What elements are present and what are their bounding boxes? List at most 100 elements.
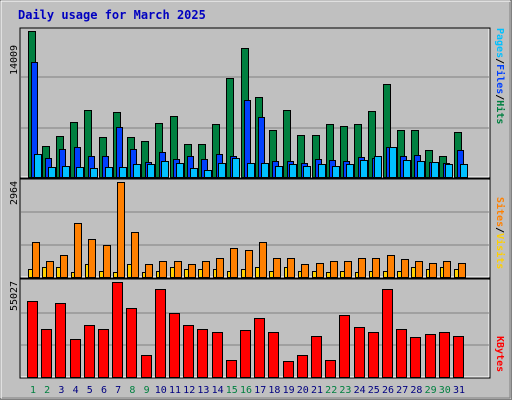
x-tick-label: 6 [101, 385, 107, 396]
pages-bar [303, 166, 311, 178]
sites-bar [415, 261, 423, 278]
x-tick-label: 18 [268, 385, 280, 396]
sites-bar [32, 242, 40, 278]
sites-bar [443, 261, 451, 278]
x-tick-label: 10 [155, 385, 167, 396]
sites-bar [245, 250, 253, 278]
kbytes-bar [425, 334, 436, 378]
kbytes-bar [283, 361, 294, 378]
x-tick-label: 27 [396, 385, 408, 396]
x-tick-label: 25 [368, 385, 380, 396]
sites-bar [358, 258, 366, 278]
kbytes-bar [354, 327, 365, 378]
kbytes-bar [41, 329, 52, 378]
pages-bar [161, 161, 169, 178]
pages-bar [431, 162, 439, 178]
sites-bar [259, 242, 267, 278]
kbytes-bar [183, 325, 194, 378]
y-max-label-sites: 2964 [9, 181, 20, 205]
sites-bar [429, 263, 437, 278]
legend-pages-files-hits: Pages/Files/Hits [494, 28, 506, 124]
kbytes-bar [126, 308, 137, 378]
x-tick-label: 13 [197, 385, 209, 396]
sites-bar [316, 263, 324, 278]
pages-bar [76, 167, 84, 178]
legend-entry: Files [494, 64, 506, 94]
x-tick-label: 5 [87, 385, 93, 396]
sites-bar [159, 261, 167, 278]
pages-bar [318, 164, 326, 178]
kbytes-bar [396, 329, 407, 378]
sites-bar [74, 223, 82, 278]
kbytes-bar [297, 355, 308, 378]
legend-entry: / [494, 94, 505, 100]
sites-bar [131, 232, 139, 278]
pages-bar [204, 170, 212, 178]
kbytes-bar [439, 332, 450, 378]
sites-bar [401, 259, 409, 278]
kbytes-bar [70, 339, 81, 378]
pages-bar [417, 161, 425, 178]
x-tick-label: 1 [30, 385, 36, 396]
x-tick-label: 4 [73, 385, 79, 396]
kbytes-bar [197, 329, 208, 378]
pages-bar [460, 164, 468, 178]
x-tick-label: 14 [212, 385, 224, 396]
pages-bar [346, 164, 354, 178]
legend-entry: Sites [494, 197, 506, 227]
legend-entry: Pages [494, 28, 505, 58]
sites-bar [216, 258, 224, 278]
x-tick-label: 9 [144, 385, 150, 396]
x-tick-label: 21 [311, 385, 323, 396]
kbytes-bar [141, 355, 152, 378]
pages-bar [176, 163, 184, 178]
legend-entry: KBytes [494, 336, 505, 372]
pages-bar [445, 164, 453, 178]
kbytes-bar [268, 332, 279, 378]
kbytes-bar [112, 282, 123, 378]
sites-bar [387, 255, 395, 278]
kbytes-bar [155, 289, 166, 378]
pages-bar [90, 168, 98, 178]
pages-bar [133, 164, 141, 178]
pages-bar [62, 166, 70, 178]
x-tick-label: 29 [425, 385, 437, 396]
sites-bar [230, 248, 238, 278]
sites-bar [372, 258, 380, 278]
sites-bar [188, 264, 196, 278]
pages-bar [147, 164, 155, 178]
x-tick-label: 2 [44, 385, 50, 396]
kbytes-bar [240, 330, 251, 378]
x-tick-label: 31 [453, 385, 465, 396]
sites-bar [458, 263, 466, 278]
kbytes-bar [453, 336, 464, 378]
legend-entry: Visits [494, 233, 506, 269]
kbytes-bar [226, 360, 237, 378]
sites-bar [60, 255, 68, 278]
y-max-label-kbytes: 55027 [9, 281, 20, 311]
sites-bar [301, 264, 309, 278]
x-tick-label: 23 [339, 385, 351, 396]
x-tick-label: 17 [254, 385, 266, 396]
x-tick-label: 15 [226, 385, 238, 396]
sites-visits-panel [19, 178, 491, 279]
sites-bar [344, 261, 352, 278]
x-tick-label: 28 [410, 385, 422, 396]
pages-bar [374, 156, 382, 178]
pages-bar [332, 166, 340, 178]
sites-bar [117, 182, 125, 278]
pages-bar [218, 163, 226, 178]
y-max-label-hits: 14009 [9, 45, 20, 75]
x-tick-label: 26 [382, 385, 394, 396]
legend-kbytes: KBytes [494, 336, 505, 372]
x-axis-labels: 1 2 3 4 5 6 7 8 9 10 11 12 13 14 15 16 17 18 19 20 21 22 23 24 2… [30, 385, 465, 396]
sites-bar [145, 264, 153, 278]
legend-sites-visits: Sites/Visits [494, 197, 506, 269]
kbytes-panel [19, 278, 491, 379]
pages-bar [190, 168, 198, 178]
sites-bar [287, 258, 295, 278]
kbytes-bar [169, 313, 180, 378]
x-tick-label: 30 [439, 385, 451, 396]
legend-entry: Hits [494, 100, 506, 124]
sites-bar [174, 261, 182, 278]
